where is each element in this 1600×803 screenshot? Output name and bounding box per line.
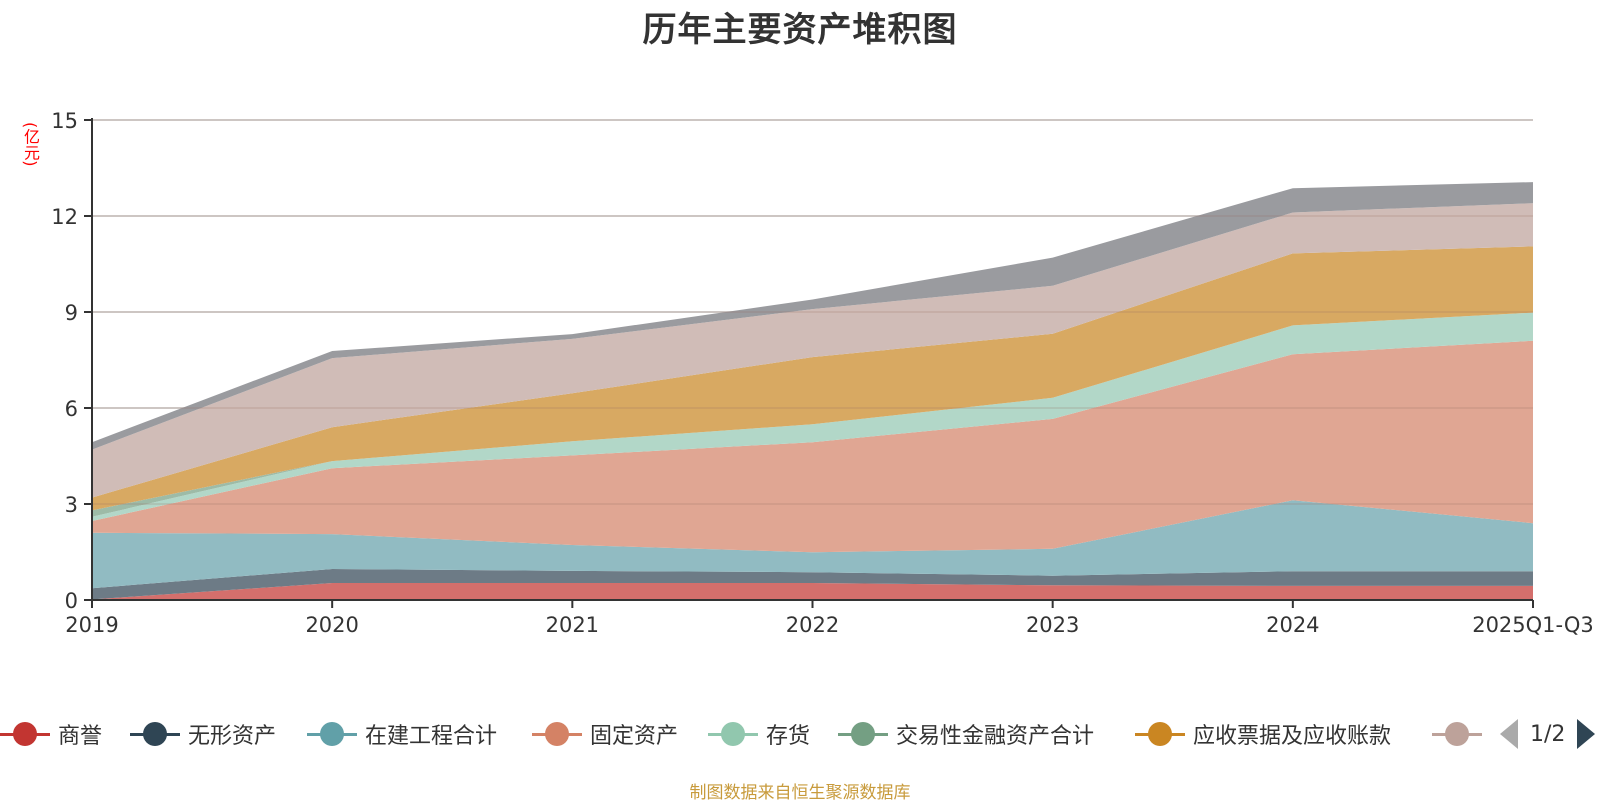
chart-title: 历年主要资产堆积图 bbox=[642, 10, 958, 50]
legend-label: 无形资产 bbox=[188, 724, 277, 749]
legend-pager: 1/2 bbox=[1500, 712, 1596, 756]
legend-item[interactable]: 存货 bbox=[708, 712, 810, 756]
legend-item[interactable]: 应收票据及应收账款 bbox=[1135, 712, 1391, 756]
legend-item[interactable]: 交易性金融资产合计 bbox=[838, 712, 1094, 756]
legend-next-page-icon[interactable] bbox=[1577, 719, 1596, 749]
y-tick-label: 0 bbox=[65, 589, 78, 613]
legend-item[interactable]: 在建工程合计 bbox=[307, 712, 497, 756]
legend-marker-icon bbox=[0, 722, 50, 746]
area-series-2[interactable] bbox=[92, 500, 1533, 589]
legend-page-indicator: 1/2 bbox=[1530, 721, 1566, 747]
legend: 商誉 无形资产 在建工程合计 固定资产 存货 交易性金融资产合计 应收票据及应收账款 bbox=[0, 712, 1600, 756]
x-tick-label: 2020 bbox=[305, 613, 358, 637]
legend-label: 存货 bbox=[766, 724, 811, 749]
area-series-1[interactable] bbox=[92, 569, 1533, 600]
legend-marker-icon bbox=[1432, 722, 1482, 746]
legend-label: 在建工程合计 bbox=[365, 724, 498, 749]
legend-item[interactable]: 无形资产 bbox=[130, 712, 276, 756]
area-series-6[interactable] bbox=[92, 246, 1533, 511]
legend-item[interactable]: 商誉 bbox=[0, 712, 102, 756]
legend-prev-page-icon[interactable] bbox=[1500, 719, 1518, 749]
legend-marker-icon bbox=[838, 722, 888, 746]
x-tick-label: 2021 bbox=[546, 613, 599, 637]
y-tick-label: 3 bbox=[65, 493, 78, 517]
x-tick-label: 2022 bbox=[786, 613, 839, 637]
y-axis-unit-label: (亿元) bbox=[21, 122, 40, 167]
y-tick-label: 15 bbox=[51, 109, 78, 133]
area-series-0[interactable] bbox=[92, 583, 1533, 600]
axes: 0 3 6 9 12 15 2019 2020 2021 2022 2023 2024 2025Q1-Q… bbox=[51, 109, 1594, 637]
area-series-7[interactable] bbox=[92, 203, 1533, 498]
legend-marker-icon bbox=[1135, 722, 1185, 746]
legend-marker-icon bbox=[532, 722, 582, 746]
x-tick-label: 2024 bbox=[1266, 613, 1319, 637]
legend-marker-icon bbox=[307, 722, 357, 746]
x-tick-label: 2023 bbox=[1026, 613, 1079, 637]
legend-label: 应收票据及应收账款 bbox=[1193, 724, 1392, 749]
legend-item[interactable]: 固定资产 bbox=[532, 712, 678, 756]
y-tick-label: 6 bbox=[65, 397, 78, 421]
area-series-4[interactable] bbox=[92, 312, 1533, 521]
legend-label: 商誉 bbox=[58, 724, 103, 749]
y-tick-label: 9 bbox=[65, 301, 78, 325]
x-tick-label: 2025Q1-Q3 bbox=[1472, 613, 1594, 637]
area-series-3[interactable] bbox=[92, 340, 1533, 553]
legend-label: 交易性金融资产合计 bbox=[896, 724, 1095, 749]
source-note: 制图数据来自恒生聚源数据库 bbox=[689, 783, 911, 803]
legend-marker-icon bbox=[130, 722, 180, 746]
legend-label: 固定资产 bbox=[590, 724, 679, 749]
x-tick-label: 2019 bbox=[65, 613, 118, 637]
legend-item[interactable] bbox=[1432, 712, 1490, 756]
legend-marker-icon bbox=[708, 722, 758, 746]
y-tick-label: 12 bbox=[51, 205, 78, 229]
area-series-layer bbox=[92, 119, 1533, 600]
area-series-8[interactable] bbox=[92, 182, 1533, 450]
